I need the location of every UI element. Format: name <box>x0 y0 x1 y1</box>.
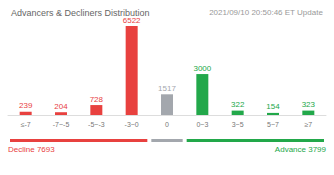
svg-text:Advancers & Decliners Distribu: Advancers & Decliners Distribution <box>11 8 150 18</box>
svg-text:-3~0: -3~0 <box>125 121 139 128</box>
svg-text:6522: 6522 <box>122 15 141 25</box>
svg-text:Decline 7693: Decline 7693 <box>8 145 55 154</box>
svg-text:-5~-3: -5~-3 <box>88 121 105 128</box>
svg-text:323: 323 <box>302 100 316 109</box>
svg-text:728: 728 <box>90 95 104 104</box>
svg-text:154: 154 <box>266 102 280 111</box>
svg-text:0~3: 0~3 <box>196 121 208 128</box>
svg-text:0: 0 <box>165 121 169 128</box>
svg-text:5~7: 5~7 <box>267 121 279 128</box>
svg-text:239: 239 <box>19 101 33 110</box>
svg-text:≥7: ≥7 <box>304 121 312 128</box>
svg-text:1517: 1517 <box>158 84 176 93</box>
svg-text:3000: 3000 <box>193 64 211 73</box>
svg-text:Advance 3799: Advance 3799 <box>275 145 327 154</box>
svg-text:2021/09/10 20:50:46 ET Update: 2021/09/10 20:50:46 ET Update <box>209 8 323 17</box>
svg-text:-7~-5: -7~-5 <box>53 121 70 128</box>
svg-text:3~5: 3~5 <box>232 121 244 128</box>
svg-text:322: 322 <box>231 100 245 109</box>
svg-text:204: 204 <box>54 102 68 111</box>
svg-text:≤-7: ≤-7 <box>21 121 31 128</box>
